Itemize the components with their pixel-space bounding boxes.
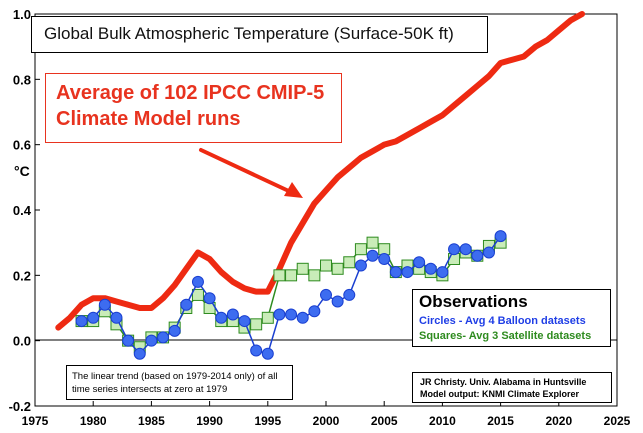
callout-arrow-shaft — [199, 148, 295, 195]
y-tick-label: 1.0 — [13, 7, 31, 22]
balloon-point — [110, 311, 123, 324]
balloon-point — [191, 275, 204, 288]
x-tick-label: 2020 — [545, 414, 572, 428]
balloon-point — [203, 292, 216, 305]
model-series-line — [55, 11, 586, 331]
satellite-point — [343, 256, 356, 269]
balloon-point — [448, 243, 461, 256]
model-callout-box: Average of 102 IPCC CMIP-5 Climate Model… — [45, 73, 342, 143]
balloon-point — [168, 324, 181, 337]
x-tick-label: 1980 — [80, 414, 107, 428]
balloon-point — [354, 259, 367, 272]
balloon-point — [133, 347, 146, 360]
balloon-point — [250, 344, 263, 357]
trend-note: The linear trend (based on 1979-2014 onl… — [72, 371, 278, 395]
x-tick-label: 1975 — [22, 414, 49, 428]
balloon-point — [98, 298, 111, 311]
y-axis-label: °C — [14, 163, 30, 179]
satellite-point — [273, 269, 286, 282]
legend-balloon: Circles - Avg 4 Balloon datasets — [419, 315, 586, 327]
x-tick-label: 1995 — [254, 414, 281, 428]
x-tick-label: 2005 — [371, 414, 398, 428]
y-tick-label: -0.2 — [9, 399, 31, 414]
balloon-point — [436, 266, 449, 279]
satellite-point — [191, 288, 204, 301]
satellite-point — [285, 269, 298, 282]
balloon-point — [180, 298, 193, 311]
chart-title-box: Global Bulk Atmospheric Temperature (Sur… — [31, 16, 488, 53]
legend-title: Observations — [419, 292, 528, 311]
satellite-point — [354, 243, 367, 256]
balloon-point — [389, 266, 402, 279]
balloon-point — [273, 308, 286, 321]
balloon-point — [494, 230, 507, 243]
balloon-point — [413, 256, 426, 269]
balloon-point — [471, 249, 484, 262]
x-tick-label: 2015 — [487, 414, 514, 428]
x-tick-label: 2010 — [429, 414, 456, 428]
balloon-point — [343, 288, 356, 301]
balloon-point — [331, 295, 344, 308]
balloon-point — [308, 305, 321, 318]
x-tick-label: 2025 — [604, 414, 631, 428]
balloon-point — [459, 243, 472, 256]
satellite-point — [320, 259, 332, 272]
balloon-point — [261, 347, 274, 360]
balloon-point — [285, 308, 298, 321]
satellite-point — [331, 262, 344, 275]
balloon-point — [320, 288, 332, 301]
satellite-point — [308, 269, 321, 282]
y-tick-label: 0.4 — [13, 203, 32, 218]
balloon-point — [366, 249, 379, 262]
balloon-point — [401, 266, 414, 279]
credit-text: JR Christy. Univ. Alabama in Huntsville … — [420, 377, 587, 399]
satellite-point — [296, 262, 309, 275]
balloon-point — [296, 311, 309, 324]
model-callout-text: Average of 102 IPCC CMIP-5 Climate Model… — [56, 82, 325, 130]
balloon-point — [482, 246, 495, 259]
legend-satellite: Squares- Avg 3 Satellite datasets — [419, 330, 592, 342]
legend: Observations Circles - Avg 4 Balloon dat… — [412, 289, 611, 347]
balloon-point — [75, 315, 88, 328]
y-tick-label: 0.2 — [13, 268, 31, 283]
balloon-point — [145, 334, 158, 347]
balloon-point — [424, 262, 437, 275]
x-tick-label: 2000 — [313, 414, 340, 428]
x-tick-label: 1990 — [196, 414, 223, 428]
satellite-point — [366, 236, 379, 249]
satellite-point — [261, 311, 274, 324]
callout-arrow-head — [284, 182, 303, 198]
balloon-point — [238, 315, 251, 328]
x-tick-label: 1985 — [138, 414, 165, 428]
balloon-point — [378, 253, 391, 265]
y-tick-label: 0.6 — [13, 138, 31, 153]
balloon-point — [215, 311, 228, 324]
balloon-point — [157, 331, 170, 344]
credit-box: JR Christy. Univ. Alabama in Huntsville … — [412, 372, 612, 403]
satellite-point — [250, 318, 263, 331]
balloon-point — [226, 308, 239, 321]
chart-title: Global Bulk Atmospheric Temperature (Sur… — [44, 24, 454, 43]
balloon-point — [122, 334, 135, 347]
y-tick-label: 0.0 — [13, 334, 31, 349]
balloon-point — [87, 311, 100, 324]
trend-note-box: The linear trend (based on 1979-2014 onl… — [66, 365, 293, 400]
y-tick-label: 0.8 — [13, 72, 31, 87]
